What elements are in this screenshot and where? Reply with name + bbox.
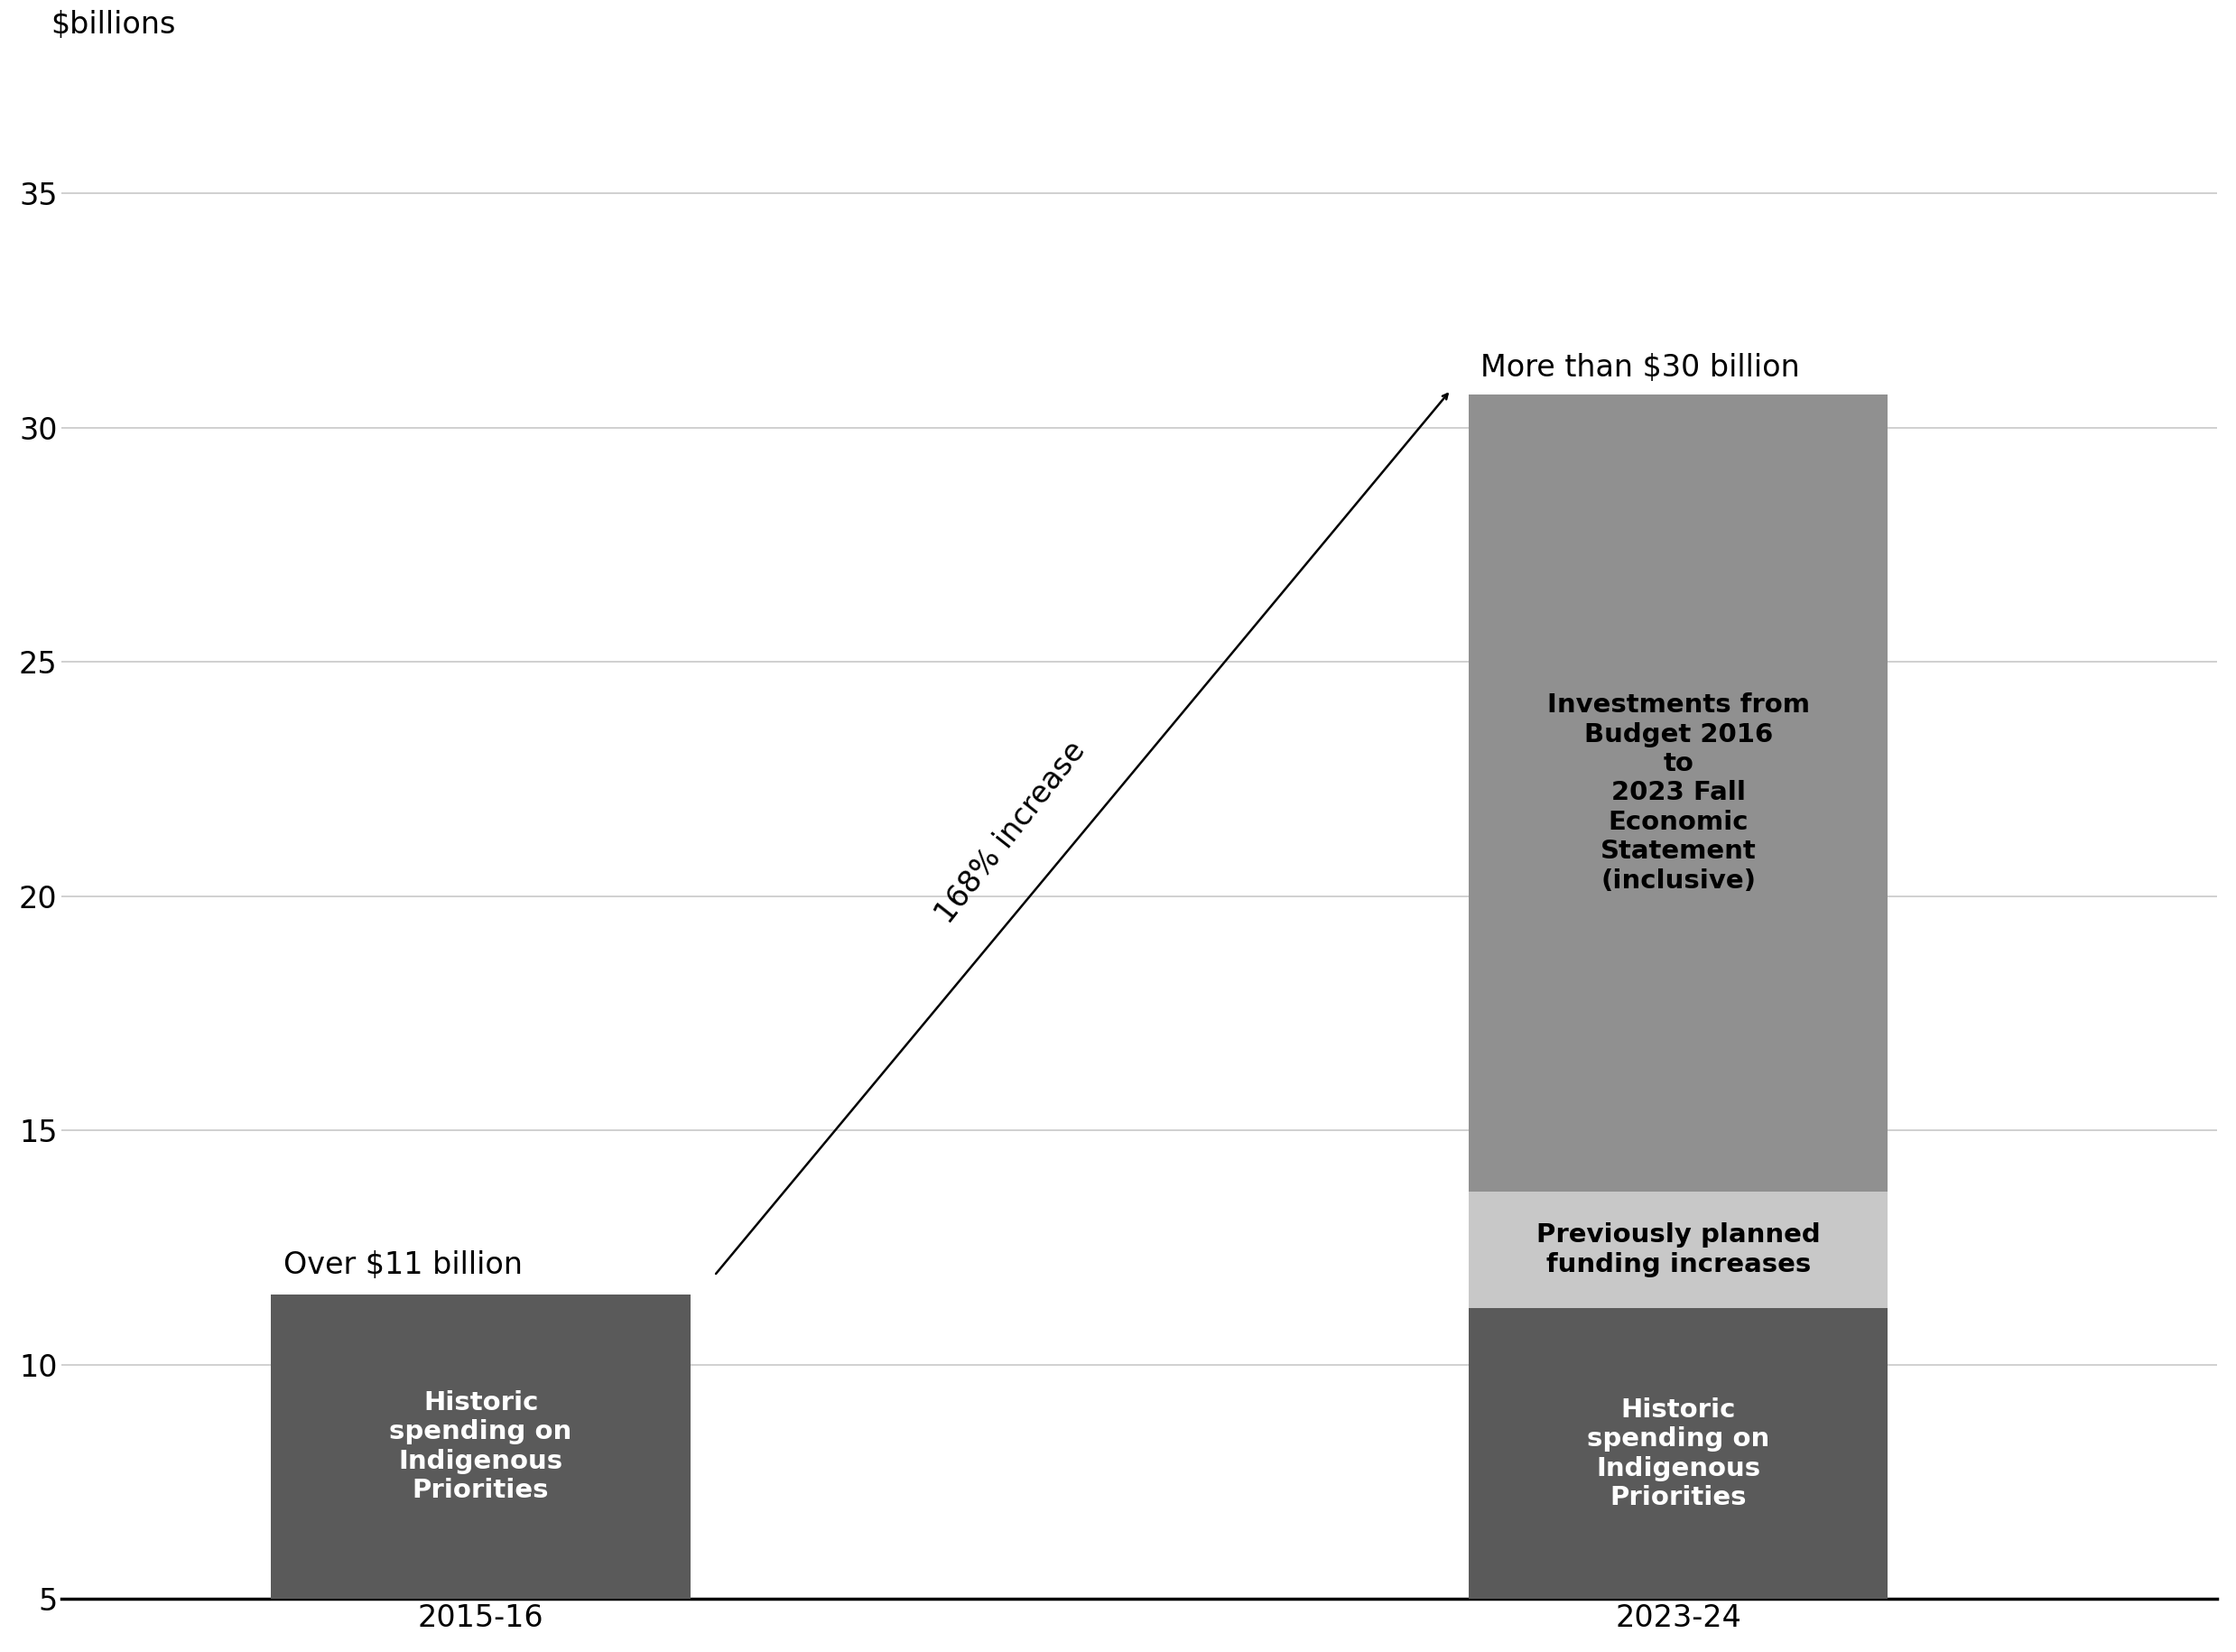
Text: Previously planned
funding increases: Previously planned funding increases	[1536, 1222, 1820, 1277]
Text: Investments from
Budget 2016
to
2023 Fall
Economic
Statement
(inclusive): Investments from Budget 2016 to 2023 Fal…	[1547, 692, 1809, 894]
Bar	[271, 1295, 691, 1599]
Bar	[1469, 1191, 1887, 1308]
Text: Historic
spending on
Indigenous
Priorities: Historic spending on Indigenous Prioriti…	[1588, 1398, 1769, 1510]
Text: $billions: $billions	[51, 10, 177, 40]
Bar	[1469, 1308, 1887, 1599]
Text: Historic
spending on
Indigenous
Priorities: Historic spending on Indigenous Prioriti…	[389, 1391, 572, 1503]
Bar	[1469, 395, 1887, 1191]
Text: 168% increase: 168% increase	[930, 737, 1091, 930]
Text: More than $30 billion: More than $30 billion	[1480, 354, 1800, 383]
Text: Over $11 billion: Over $11 billion	[284, 1251, 523, 1280]
